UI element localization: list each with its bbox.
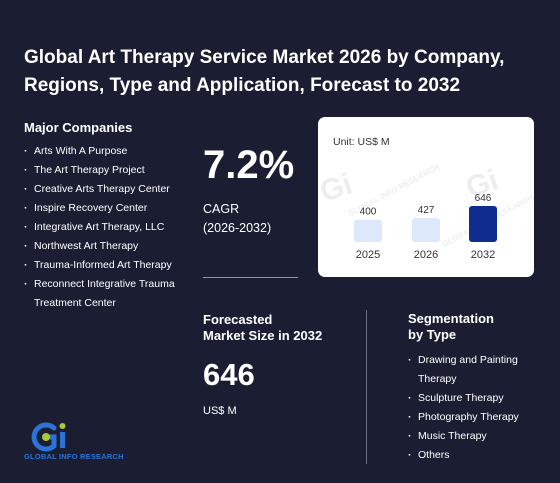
page-title: Global Art Therapy Service Market 2026 b… xyxy=(24,44,544,100)
company-list: Arts With A Purpose The Art Therapy Proj… xyxy=(24,142,194,313)
gi-logo-icon xyxy=(31,422,66,452)
company-logo: GLOBAL INFO RESEARCH xyxy=(24,420,149,465)
cagr-value: 7.2% xyxy=(203,143,295,187)
segmentation-heading-line-1: Segmentation xyxy=(408,311,494,326)
vertical-divider xyxy=(366,310,367,464)
type-item: Others xyxy=(408,446,548,465)
forecast-label: Forecasted Market Size in 2032 xyxy=(203,312,322,344)
type-item: Sculpture Therapy xyxy=(408,389,548,408)
bar-2025 xyxy=(354,219,382,242)
cagr-label-block: CAGR (2026-2032) xyxy=(203,200,271,238)
type-list: Drawing and Painting Therapy Sculpture T… xyxy=(408,351,548,465)
watermark-gi-left: Gi xyxy=(318,168,356,209)
forecast-label-line-2: Market Size in 2032 xyxy=(203,328,323,343)
title-line-1: Global Art Therapy Service Market 2026 b… xyxy=(24,47,505,68)
company-item: Integrative Art Therapy, LLC xyxy=(24,218,194,237)
forecast-unit: US$ M xyxy=(203,405,237,417)
company-item: Northwest Art Therapy xyxy=(24,237,194,256)
chart-card: Gi GLOBAL INFO RESEARCH Gi GLOBAL INFO R… xyxy=(316,117,535,277)
bar-value-label-2026: 427 xyxy=(418,205,435,216)
segmentation-heading: Segmentation by Type xyxy=(408,311,494,343)
cagr-period: (2026-2032) xyxy=(203,221,272,235)
type-item: Drawing and Painting Therapy xyxy=(408,351,548,389)
forecast-label-line-1: Forecasted xyxy=(203,312,273,327)
logo-text: GLOBAL INFO RESEARCH xyxy=(24,452,124,461)
cagr-label: CAGR xyxy=(203,202,240,216)
bar-2032 xyxy=(469,205,497,242)
section-divider xyxy=(203,277,298,278)
company-item: Creative Arts Therapy Center xyxy=(24,180,194,199)
bar-value-label-2025: 400 xyxy=(360,207,377,218)
bar-value-label-2032: 646 xyxy=(475,193,492,204)
title-line-2: Regions, Type and Application, Forecast … xyxy=(24,75,461,96)
company-item: Inspire Recovery Center xyxy=(24,199,194,218)
chart-unit-label: Unit: US$ M xyxy=(333,136,390,148)
type-item: Music Therapy xyxy=(408,427,548,446)
x-tick-label-2026: 2026 xyxy=(414,249,438,261)
bar-2026 xyxy=(412,218,440,242)
type-item: Photography Therapy xyxy=(408,408,548,427)
x-tick-label-2032: 2032 xyxy=(471,249,495,261)
company-item: Arts With A Purpose xyxy=(24,142,194,161)
segmentation-heading-line-2: by Type xyxy=(408,327,457,342)
x-tick-label-2025: 2025 xyxy=(356,249,380,261)
company-item: Trauma-Informed Art Therapy xyxy=(24,256,194,275)
major-companies-heading: Major Companies xyxy=(24,120,133,135)
bar-chart: Gi GLOBAL INFO RESEARCH Gi GLOBAL INFO R… xyxy=(316,136,535,261)
bar-group: 400 2025 427 2026 646 2032 xyxy=(354,193,497,261)
company-item: The Art Therapy Project xyxy=(24,161,194,180)
company-item: Reconnect Integrative Trauma Treatment C… xyxy=(24,275,194,313)
forecast-value: 646 xyxy=(203,357,255,392)
